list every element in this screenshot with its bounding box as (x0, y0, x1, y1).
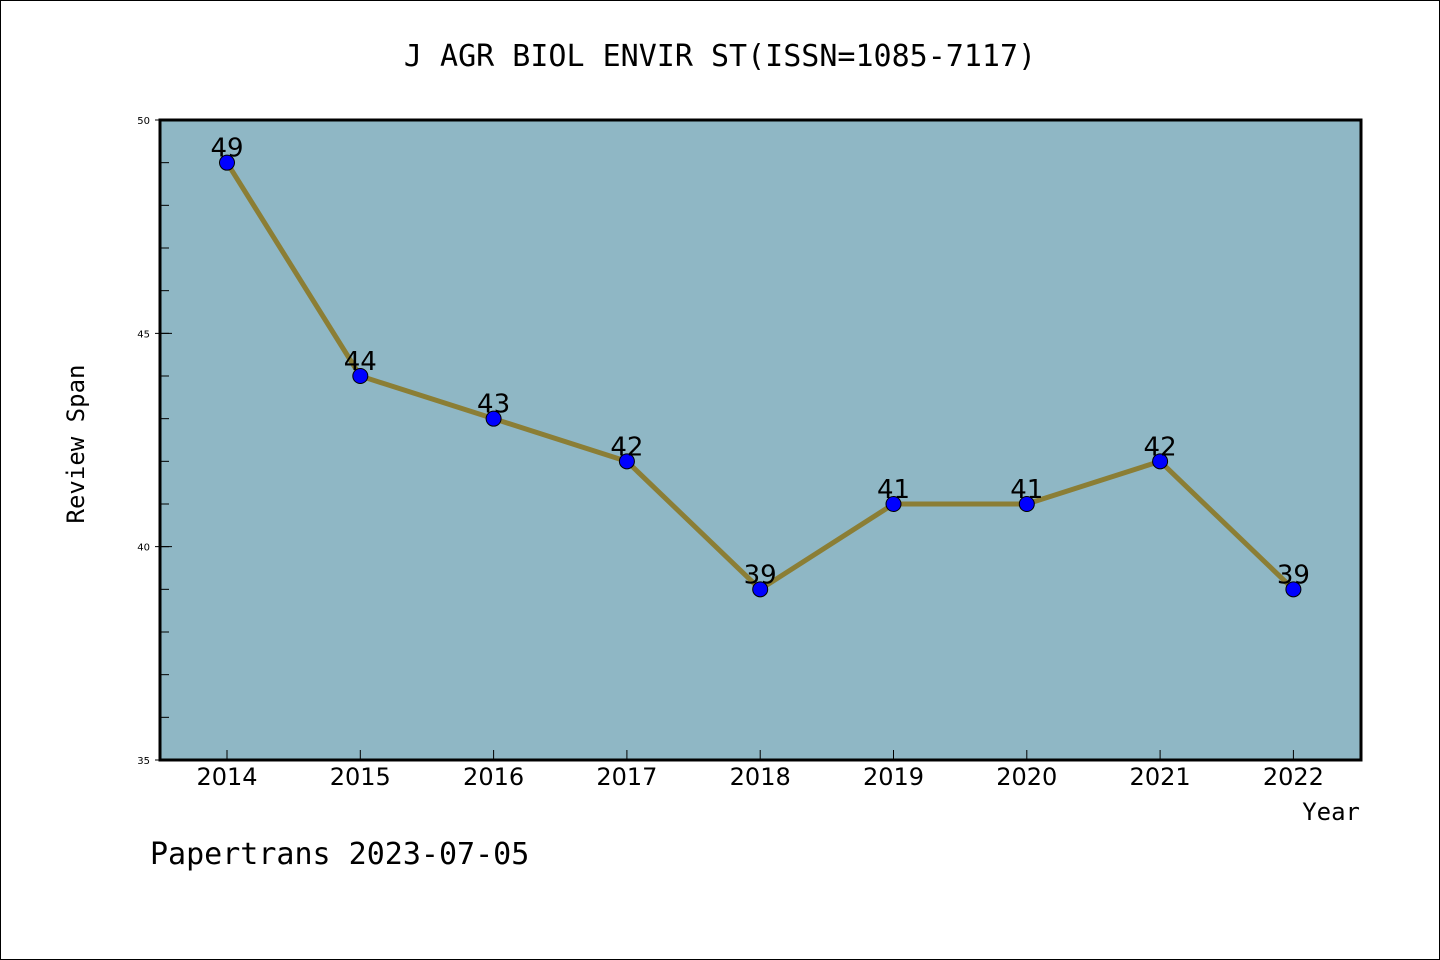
plot-frame (158, 118, 1363, 762)
data-point (485, 410, 502, 427)
data-label: 39 (744, 560, 777, 590)
data-point (618, 453, 635, 470)
chart-title: J AGR BIOL ENVIR ST(ISSN=1085-7117) (404, 39, 1036, 74)
y-tick-label: 50 (137, 116, 150, 127)
data-point (885, 496, 902, 512)
footer-text: Papertrans 2023-07-05 (150, 837, 529, 872)
data-point (752, 581, 769, 598)
y-axis-title: Review Span (62, 365, 90, 524)
data-label: 41 (1010, 475, 1043, 505)
x-tick-label: 2022 (1263, 763, 1324, 791)
data-point (219, 154, 235, 171)
data-label: 39 (1277, 560, 1310, 590)
data-labels: 49 44 43 42 39 41 41 42 39 (210, 134, 1309, 591)
data-label: 41 (877, 475, 910, 505)
x-axis-title: Year (1302, 798, 1360, 826)
x-ticks: 2014 2015 2016 2017 2018 2019 2020 2021 2022 (196, 750, 1324, 791)
data-label: 42 (1144, 432, 1177, 462)
data-label: 49 (210, 134, 243, 164)
data-label: 42 (610, 432, 643, 462)
x-tick-label: 2019 (863, 763, 924, 791)
y-tick-label: 45 (137, 329, 150, 340)
data-point (352, 368, 369, 384)
x-tick-label: 2020 (996, 763, 1057, 791)
data-point (1285, 581, 1302, 598)
y-tick-label: 35 (137, 756, 150, 767)
x-tick-label: 2015 (330, 763, 391, 791)
y-tick-label: 40 (137, 543, 150, 554)
x-tick-label: 2018 (730, 763, 791, 791)
data-point (1018, 496, 1035, 512)
x-tick-label: 2014 (196, 763, 257, 791)
x-tick-label: 2016 (463, 763, 524, 791)
data-label: 44 (344, 347, 377, 377)
x-tick-label: 2021 (1130, 763, 1191, 791)
series-markers (219, 154, 1302, 598)
x-tick-label: 2017 (596, 763, 657, 791)
data-label: 43 (477, 390, 510, 420)
data-point (1152, 453, 1169, 470)
plot-area (160, 120, 1361, 760)
